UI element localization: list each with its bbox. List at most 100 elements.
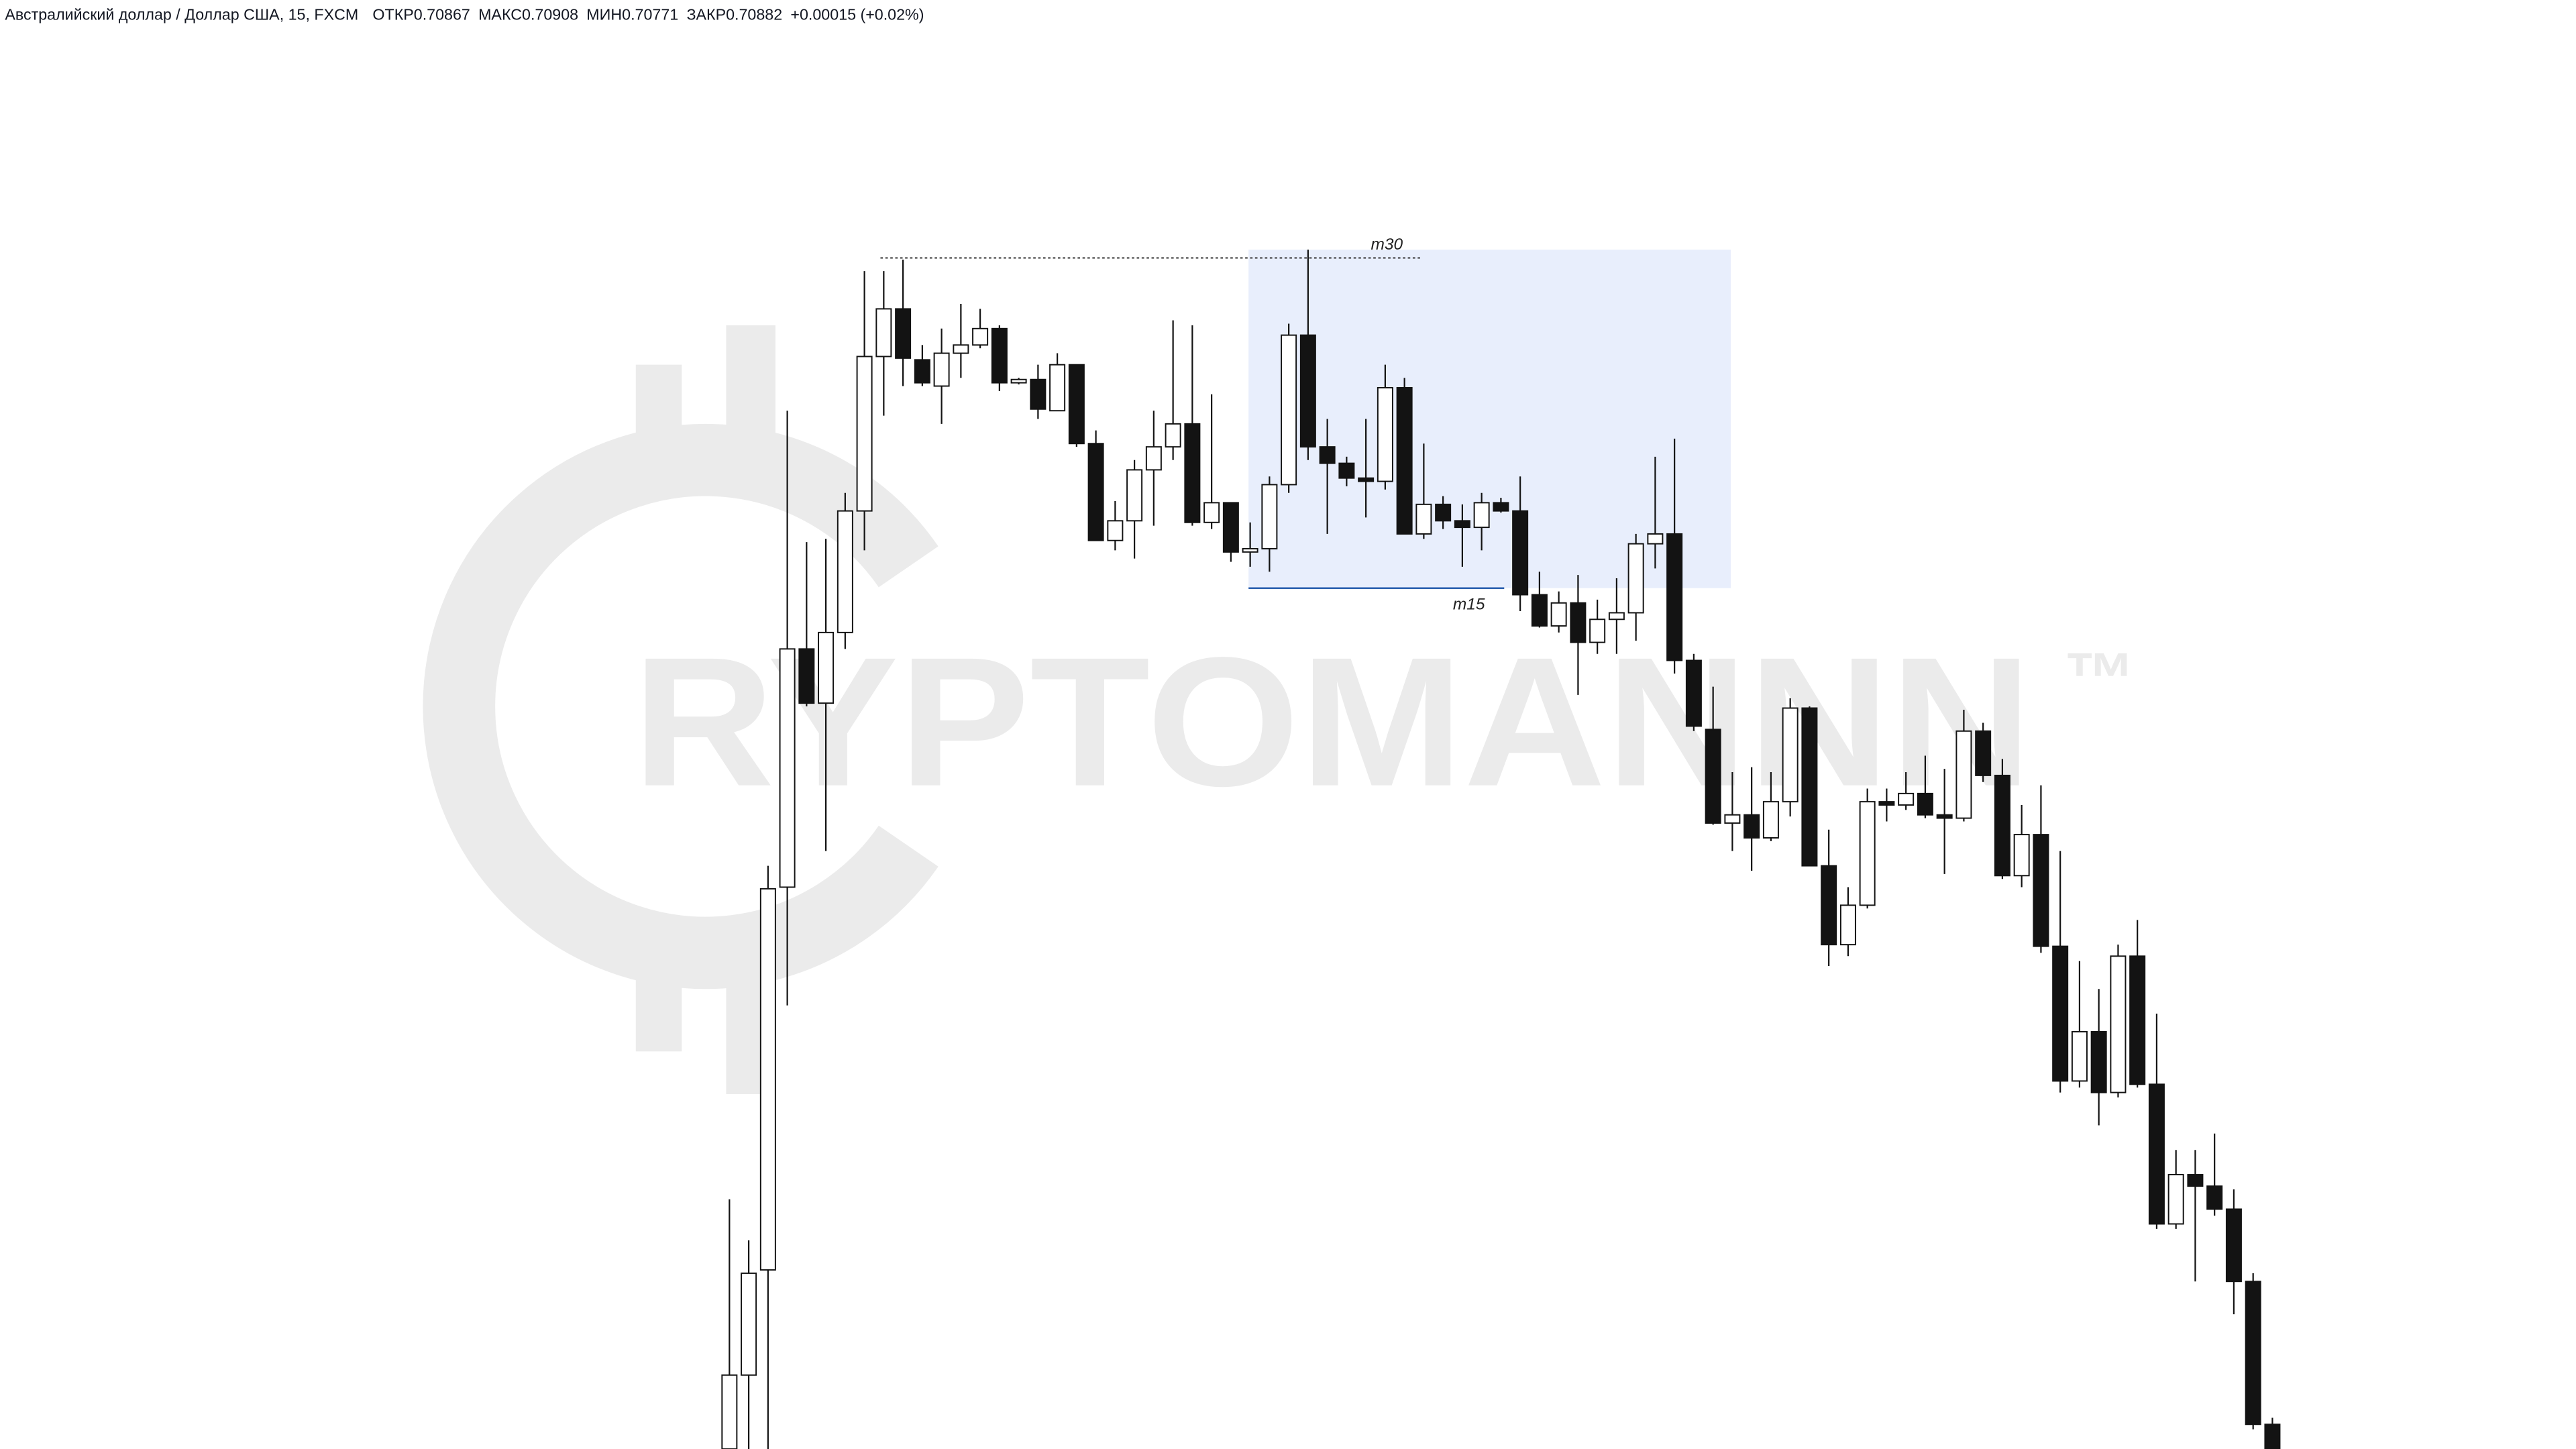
zone — [1248, 250, 1731, 588]
candle-body — [1377, 386, 1393, 482]
ohlc-value: 0.70908 — [522, 5, 578, 23]
candle-body — [1184, 423, 1201, 523]
watermark-logo — [635, 966, 682, 1052]
candle-body — [1107, 520, 1124, 541]
candle-body — [1762, 801, 1779, 839]
candle-body — [1030, 378, 1046, 410]
candle-body — [1531, 594, 1548, 627]
candle-body — [1165, 423, 1181, 448]
candle-body — [856, 356, 873, 512]
candle-body — [1917, 792, 1933, 816]
candle-body — [2245, 1281, 2261, 1426]
candle-body — [1898, 792, 1915, 806]
candle-body — [1358, 477, 1375, 482]
candle-body — [1049, 364, 1066, 412]
candle-body — [1396, 386, 1413, 535]
candle-body — [2129, 955, 2146, 1085]
candle-body — [2167, 1174, 2184, 1225]
candle-body — [1338, 462, 1355, 479]
candle-body — [1859, 801, 1876, 906]
ohlc-label: ЗАКР — [686, 5, 726, 23]
candle-body — [2225, 1208, 2242, 1283]
candle-body — [2110, 955, 2127, 1093]
m30-label: m30 — [1371, 235, 1403, 254]
candle-body — [1126, 469, 1143, 522]
candle-body — [741, 1272, 757, 1376]
candle-body — [1743, 814, 1760, 839]
candle-body — [1975, 730, 1992, 776]
candle-body — [1512, 510, 1529, 596]
candle-body — [1242, 547, 1258, 553]
candle-body — [1068, 364, 1085, 445]
candle-body — [1589, 619, 1606, 643]
candle-body — [2090, 1030, 2107, 1093]
candle-body — [1782, 707, 1799, 803]
candle-body — [2052, 945, 2069, 1082]
candle-body — [1145, 446, 1162, 471]
ohlc-label: ОТКР — [372, 5, 413, 23]
candle-body — [991, 327, 1008, 384]
candle-body — [818, 631, 835, 704]
candle-body — [1936, 814, 1953, 819]
candle-body — [933, 352, 950, 387]
candle-body — [1435, 503, 1452, 522]
candle-body — [1415, 503, 1432, 535]
ohlc-value: 0.70882 — [726, 5, 782, 23]
candle-body — [2187, 1174, 2204, 1187]
candle-body — [1281, 334, 1297, 486]
candle-body — [1666, 533, 1683, 661]
ohlc-label: МИН — [586, 5, 622, 23]
candle-body — [721, 1374, 738, 1449]
ohlc-value: 0.70867 — [414, 5, 470, 23]
candle-body — [798, 648, 815, 704]
header: Австралийский доллар / Доллар США, 15, F… — [5, 5, 924, 23]
candle-body — [875, 308, 892, 358]
candle-body — [953, 344, 969, 354]
candle-body — [1087, 443, 1104, 541]
change: +0.00015 (+0.02%) — [790, 5, 924, 23]
candle-body — [779, 648, 796, 888]
candle-body — [2071, 1030, 2088, 1082]
candle-body — [1821, 865, 1837, 946]
candle-body — [1319, 446, 1336, 464]
watermark-text: RYPTOMANNN — [633, 620, 2033, 825]
candle-body — [1570, 602, 1587, 643]
ohlc-value: 0.70771 — [622, 5, 678, 23]
candle-body — [1724, 814, 1741, 824]
candle-body — [914, 359, 930, 384]
candle-body — [1203, 502, 1220, 523]
candle-body — [1473, 502, 1490, 529]
candle-body — [2013, 834, 2030, 877]
watermark-logo — [423, 423, 938, 989]
candle-body — [1608, 612, 1625, 621]
candle-body — [2206, 1185, 2223, 1210]
candle-body — [1550, 602, 1567, 627]
candle-body — [1222, 502, 1239, 553]
candle-body — [1801, 707, 1818, 867]
watermark-mark: ™ — [2063, 637, 2136, 718]
candle-body — [1705, 729, 1721, 824]
symbol: Австралийский доллар / Доллар США, 15, F… — [5, 5, 358, 23]
candle-body — [837, 510, 853, 633]
candle-body — [1299, 334, 1316, 448]
candle-body — [1261, 484, 1278, 549]
watermark-logo — [635, 364, 682, 447]
candle-body — [1010, 378, 1027, 384]
candle-body — [972, 327, 989, 346]
candle-body — [2148, 1083, 2165, 1225]
candle-body — [1627, 543, 1644, 614]
candle-body — [1839, 904, 1856, 946]
candle-body — [1493, 502, 1509, 512]
candle-body — [1955, 730, 1972, 819]
candle-body — [1994, 774, 2010, 877]
candle-body — [1878, 801, 1895, 806]
candle-body — [759, 888, 776, 1271]
candle-body — [2033, 834, 2049, 947]
candle-body — [1647, 533, 1664, 545]
candle-body — [1685, 659, 1702, 727]
watermark-logo — [726, 325, 775, 447]
candle-body — [1454, 520, 1470, 529]
m15-label: m15 — [1453, 596, 1485, 614]
